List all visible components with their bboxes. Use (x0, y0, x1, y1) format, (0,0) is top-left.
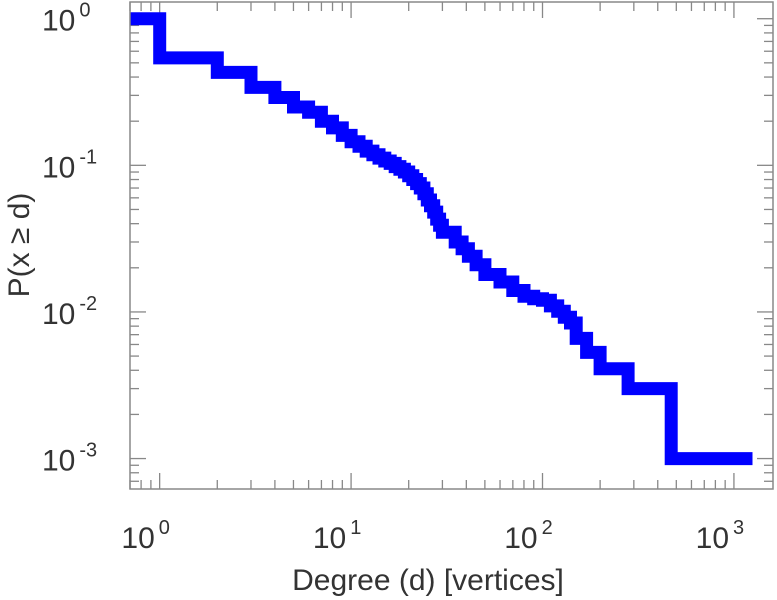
series-layer (130, 12, 753, 466)
x-tick-labels: 10 0 10 1 10 2 10 3 (121, 517, 744, 555)
plot-frame (129, 1, 774, 490)
x-tick-label: 10 3 (696, 517, 745, 555)
series-line-1 (130, 12, 753, 466)
x-tick-label: 10 0 (121, 517, 170, 555)
x-tick-label: 10 2 (504, 517, 553, 555)
y-tick-label: 10 0 (42, 0, 91, 38)
x-axis-title: Degree (d) [vertices] (292, 564, 564, 597)
y-tick-label: 10 -1 (42, 146, 97, 184)
y-axis-title: P(x ≥ d) (3, 193, 36, 298)
y-tick-label: 10 -2 (42, 293, 97, 331)
y-tick-label: 10 -3 (42, 440, 97, 478)
x-tick-label: 10 1 (313, 517, 362, 555)
tick-marks (129, 2, 773, 489)
